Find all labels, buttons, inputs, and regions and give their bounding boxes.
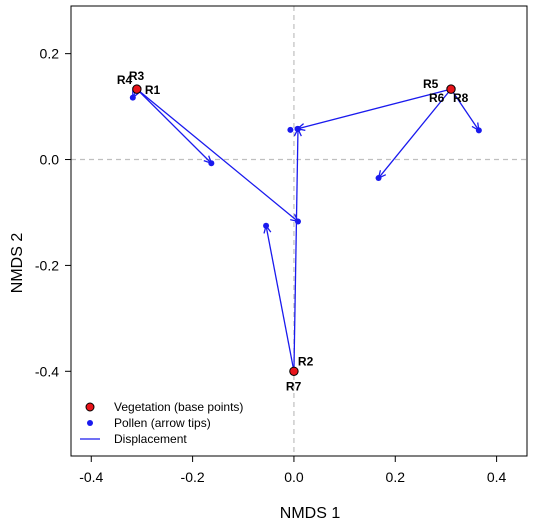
legend-item: Vegetation (base points) bbox=[85, 400, 243, 414]
pollen-point-r3 bbox=[294, 218, 301, 225]
x-axis-ticks: -0.4 -0.2 0.0 0.2 0.4 bbox=[79, 456, 507, 485]
x-axis-title: NMDS 1 bbox=[280, 505, 341, 522]
y-axis-ticks: -0.4 -0.2 0.0 0.2 bbox=[35, 46, 71, 379]
pollen-point-r7 bbox=[263, 222, 270, 229]
legend-label: Vegetation (base points) bbox=[114, 400, 243, 414]
pollen-point-r1 bbox=[208, 160, 215, 167]
y-axis-title: NMDS 2 bbox=[9, 233, 26, 294]
legend-swatch-vegetation bbox=[85, 402, 95, 412]
vegetation-point bbox=[446, 84, 456, 94]
pollen-point-r6 bbox=[375, 175, 382, 182]
pollen-point-r4 bbox=[129, 94, 136, 101]
point-label-r2: R2 bbox=[298, 354, 314, 368]
arrow-shaft bbox=[450, 88, 480, 131]
arrow-shaft bbox=[136, 88, 212, 164]
point-label-r7: R7 bbox=[286, 379, 302, 393]
displacement-arrow-r3 bbox=[136, 88, 300, 223]
x-tick-label: -0.2 bbox=[181, 469, 205, 485]
y-tick-label: 0.2 bbox=[40, 46, 60, 62]
point-label-r5: R5 bbox=[423, 77, 439, 91]
displacement-arrow-r7 bbox=[263, 224, 295, 372]
arrow-shaft bbox=[293, 128, 299, 372]
x-tick-label: -0.4 bbox=[79, 469, 103, 485]
displacement-arrows bbox=[132, 88, 480, 372]
arrow-shaft bbox=[378, 88, 452, 179]
y-tick-label: -0.2 bbox=[35, 257, 59, 273]
point-label-r3: R3 bbox=[129, 69, 145, 83]
point-label-r1: R1 bbox=[145, 83, 161, 97]
vegetation-point bbox=[289, 366, 299, 376]
displacement-arrow-r1 bbox=[136, 88, 213, 165]
legend-label: Displacement bbox=[114, 432, 187, 446]
plot-frame bbox=[70, 5, 528, 457]
pollen-point-r8 bbox=[475, 127, 482, 134]
point-label-r4: R4 bbox=[117, 73, 133, 87]
pollen-point bbox=[287, 126, 294, 133]
arrow-shaft bbox=[136, 88, 299, 222]
legend-item: Pollen (arrow tips) bbox=[87, 416, 211, 430]
pollen-point-r5 bbox=[294, 125, 301, 132]
x-tick-label: 0.0 bbox=[284, 469, 304, 485]
vegetation-point bbox=[132, 84, 142, 94]
legend-label: Pollen (arrow tips) bbox=[114, 416, 211, 430]
data-points bbox=[129, 84, 482, 376]
point-label-r6: R6 bbox=[429, 91, 445, 105]
arrow-shaft bbox=[265, 225, 295, 372]
legend: Vegetation (base points) Pollen (arrow ti… bbox=[80, 400, 243, 446]
displacement-arrow-r5 bbox=[296, 88, 452, 132]
reference-lines bbox=[71, 6, 527, 456]
arrow-shaft bbox=[297, 88, 452, 130]
x-tick-label: 0.4 bbox=[487, 469, 507, 485]
y-tick-label: 0.0 bbox=[40, 152, 60, 168]
displacement-arrow-r2 bbox=[293, 127, 302, 372]
y-tick-label: -0.4 bbox=[35, 363, 59, 379]
legend-swatch-pollen bbox=[87, 420, 93, 426]
point-label-r8: R8 bbox=[453, 91, 469, 105]
x-tick-label: 0.2 bbox=[386, 469, 406, 485]
legend-item: Displacement bbox=[80, 432, 187, 446]
